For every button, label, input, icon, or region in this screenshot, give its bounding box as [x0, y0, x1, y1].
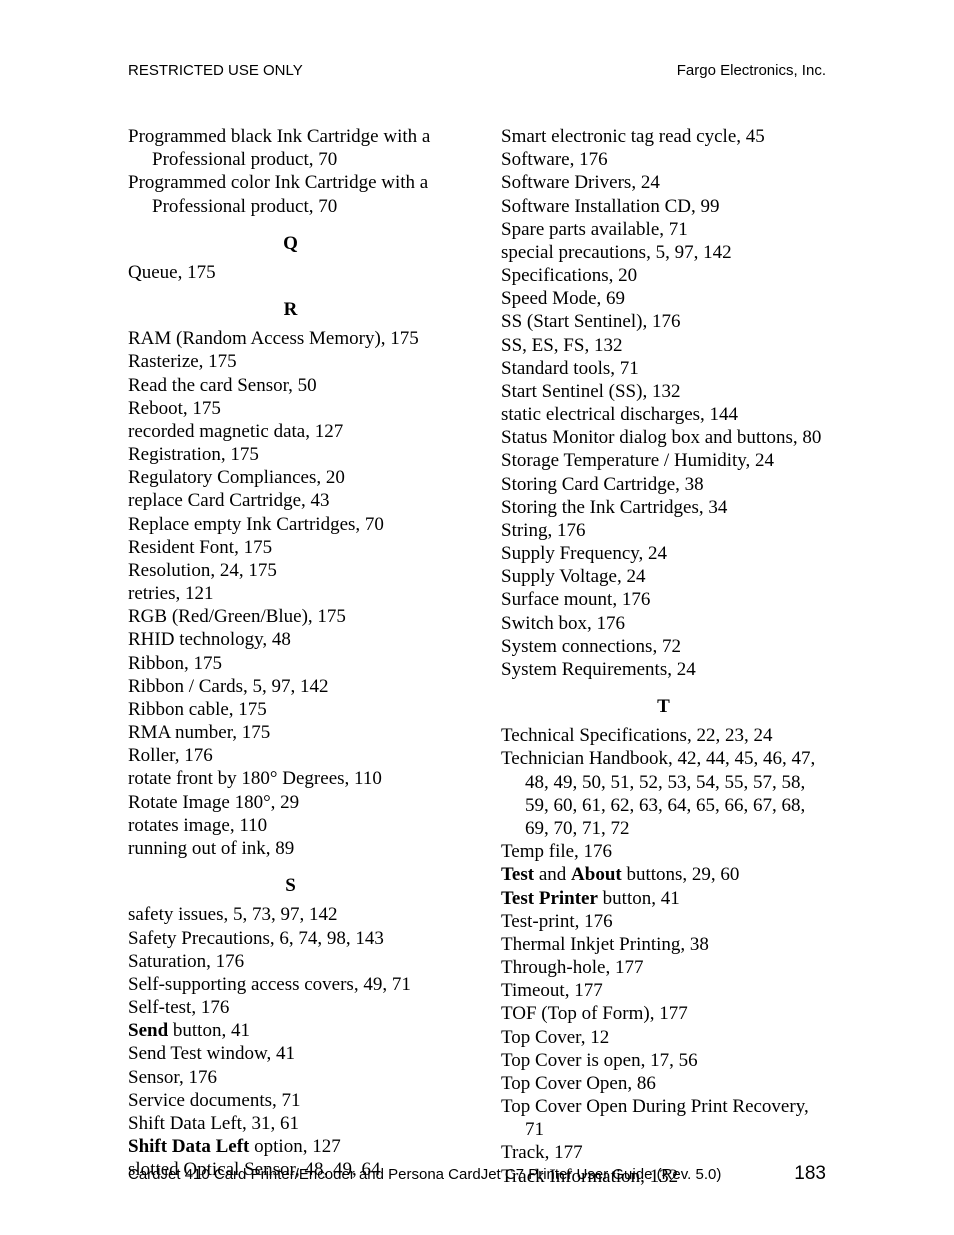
index-entry: Send Test window, 41 — [128, 1042, 453, 1065]
index-entry: special precautions, 5, 97, 142 — [501, 241, 826, 264]
index-entry: Ribbon cable, 175 — [128, 698, 453, 721]
bold-term: Test — [501, 864, 534, 885]
entry-rest: button, 41 — [598, 888, 680, 909]
index-entry: Software, 176 — [501, 148, 826, 171]
index-entry: Thermal Inkjet Printing, 38 — [501, 933, 826, 956]
index-entry: Top Cover Open During Print Recovery, 71 — [501, 1095, 826, 1141]
bold-term: Send — [128, 1020, 168, 1041]
index-entry: Storing Card Cartridge, 38 — [501, 473, 826, 496]
index-entry: Shift Data Left option, 127 — [128, 1135, 453, 1158]
section-letter-r: R — [128, 298, 453, 321]
index-entry: Surface mount, 176 — [501, 588, 826, 611]
index-entry: Top Cover, 12 — [501, 1026, 826, 1049]
index-entry: Ribbon / Cards, 5, 97, 142 — [128, 675, 453, 698]
index-entry: System connections, 72 — [501, 635, 826, 658]
page: RESTRICTED USE ONLY Fargo Electronics, I… — [0, 0, 954, 1235]
index-entry: Resident Font, 175 — [128, 536, 453, 559]
index-entry: Spare parts available, 71 — [501, 218, 826, 241]
index-entry: Through-hole, 177 — [501, 956, 826, 979]
index-entry: Queue, 175 — [128, 261, 453, 284]
index-entry: Replace empty Ink Cartridges, 70 — [128, 513, 453, 536]
index-entry: Temp file, 176 — [501, 840, 826, 863]
index-entry: Track, 177 — [501, 1141, 826, 1164]
index-entry: rotate front by 180° Degrees, 110 — [128, 767, 453, 790]
index-entry: Software Drivers, 24 — [501, 171, 826, 194]
index-entry: Programmed color Ink Cartridge with a Pr… — [128, 171, 453, 217]
index-entry: Start Sentinel (SS), 132 — [501, 380, 826, 403]
section-letter-q: Q — [128, 232, 453, 255]
index-entry: Technician Handbook, 42, 44, 45, 46, 47,… — [501, 747, 826, 840]
index-entry: Test and About buttons, 29, 60 — [501, 863, 826, 886]
entry-mid: and — [534, 864, 571, 885]
index-entry: Self-supporting access covers, 49, 71 — [128, 973, 453, 996]
index-entry: Service documents, 71 — [128, 1089, 453, 1112]
index-columns: Programmed black Ink Cartridge with a Pr… — [128, 125, 826, 1188]
index-entry: static electrical discharges, 144 — [501, 403, 826, 426]
index-entry: SS, ES, FS, 132 — [501, 334, 826, 357]
index-entry: String, 176 — [501, 519, 826, 542]
index-entry: RHID technology, 48 — [128, 628, 453, 651]
entry-rest: option, 127 — [249, 1136, 340, 1157]
index-entry: replace Card Cartridge, 43 — [128, 489, 453, 512]
index-entry: SS (Start Sentinel), 176 — [501, 310, 826, 333]
index-entry: Registration, 175 — [128, 443, 453, 466]
header-left: RESTRICTED USE ONLY — [128, 62, 303, 79]
index-entry: Shift Data Left, 31, 61 — [128, 1112, 453, 1135]
index-entry: Speed Mode, 69 — [501, 287, 826, 310]
page-footer: CardJet 410 Card Printer/Encoder and Per… — [128, 1163, 826, 1185]
footer-text: CardJet 410 Card Printer/Encoder and Per… — [128, 1166, 721, 1183]
footer-page-number: 183 — [794, 1163, 826, 1185]
index-entry: Test-print, 176 — [501, 910, 826, 933]
index-entry: Rasterize, 175 — [128, 350, 453, 373]
index-entry: Technical Specifications, 22, 23, 24 — [501, 724, 826, 747]
index-entry: Top Cover is open, 17, 56 — [501, 1049, 826, 1072]
index-entry: running out of ink, 89 — [128, 837, 453, 860]
bold-term: About — [571, 864, 622, 885]
header-right: Fargo Electronics, Inc. — [677, 62, 826, 79]
index-entry: RAM (Random Access Memory), 175 — [128, 327, 453, 350]
index-entry: rotates image, 110 — [128, 814, 453, 837]
index-entry: recorded magnetic data, 127 — [128, 420, 453, 443]
section-letter-t: T — [501, 695, 826, 718]
index-entry: Programmed black Ink Cartridge with a Pr… — [128, 125, 453, 171]
index-entry: Safety Precautions, 6, 74, 98, 143 — [128, 927, 453, 950]
index-entry: Storing the Ink Cartridges, 34 — [501, 496, 826, 519]
index-entry: TOF (Top of Form), 177 — [501, 1002, 826, 1025]
index-entry: Supply Voltage, 24 — [501, 565, 826, 588]
index-entry: Self-test, 176 — [128, 996, 453, 1019]
index-entry: Rotate Image 180°, 29 — [128, 791, 453, 814]
entry-rest: buttons, 29, 60 — [622, 864, 740, 885]
index-entry: Sensor, 176 — [128, 1066, 453, 1089]
index-entry: Top Cover Open, 86 — [501, 1072, 826, 1095]
index-entry: Switch box, 176 — [501, 612, 826, 635]
index-entry: Supply Frequency, 24 — [501, 542, 826, 565]
index-entry: Roller, 176 — [128, 744, 453, 767]
index-entry: Saturation, 176 — [128, 950, 453, 973]
entry-rest: button, 41 — [168, 1020, 250, 1041]
page-header: RESTRICTED USE ONLY Fargo Electronics, I… — [128, 62, 826, 79]
bold-term: Shift Data Left — [128, 1136, 249, 1157]
index-entry: safety issues, 5, 73, 97, 142 — [128, 903, 453, 926]
index-entry: Regulatory Compliances, 20 — [128, 466, 453, 489]
index-entry: Ribbon, 175 — [128, 652, 453, 675]
index-entry: System Requirements, 24 — [501, 658, 826, 681]
index-entry: retries, 121 — [128, 582, 453, 605]
bold-term: Test Printer — [501, 888, 598, 909]
index-entry: Software Installation CD, 99 — [501, 195, 826, 218]
index-entry: Test Printer button, 41 — [501, 887, 826, 910]
index-entry: Read the card Sensor, 50 — [128, 374, 453, 397]
index-entry: Specifications, 20 — [501, 264, 826, 287]
index-entry: RMA number, 175 — [128, 721, 453, 744]
index-entry: Smart electronic tag read cycle, 45 — [501, 125, 826, 148]
index-entry: Reboot, 175 — [128, 397, 453, 420]
index-entry: Timeout, 177 — [501, 979, 826, 1002]
index-entry: Storage Temperature / Humidity, 24 — [501, 449, 826, 472]
index-entry: Send button, 41 — [128, 1019, 453, 1042]
index-entry: RGB (Red/Green/Blue), 175 — [128, 605, 453, 628]
index-entry: Standard tools, 71 — [501, 357, 826, 380]
section-letter-s: S — [128, 874, 453, 897]
index-entry: Resolution, 24, 175 — [128, 559, 453, 582]
index-entry: Status Monitor dialog box and buttons, 8… — [501, 426, 826, 449]
